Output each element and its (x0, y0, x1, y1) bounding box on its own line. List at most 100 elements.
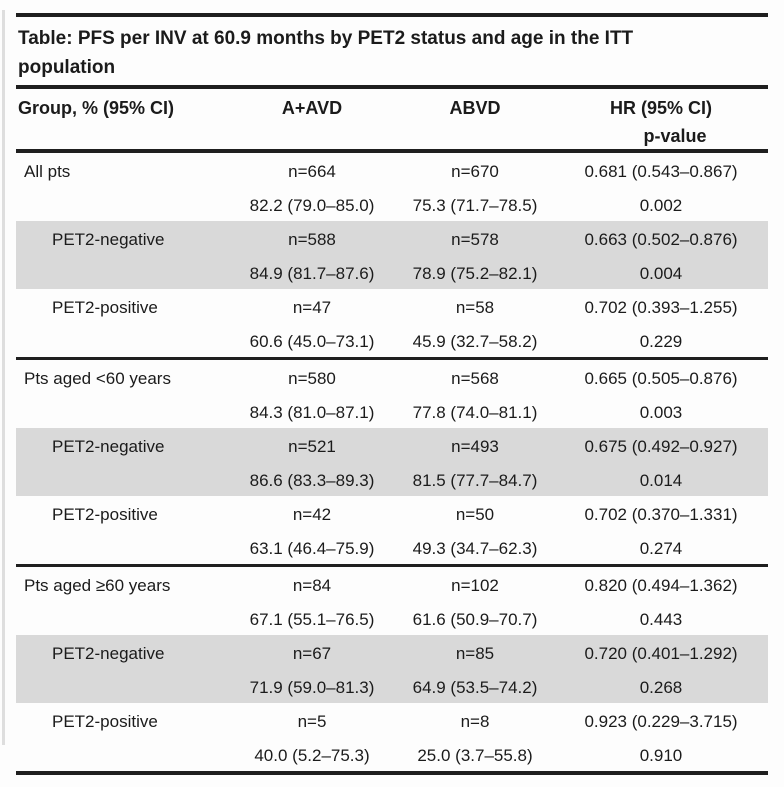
group-cell: PET2-negative (16, 428, 228, 465)
hr-pvalue-cell: 0.665 (0.505–0.876) 0.003 (554, 360, 768, 428)
group-cell: PET2-positive (16, 703, 228, 740)
group-cell: Pts aged <60 years (16, 360, 228, 397)
a-avd-n: n=67 (292, 644, 332, 663)
abvd-pct-ci: 49.3 (34.7–62.3) (412, 539, 538, 558)
a-avd-pct-ci: 63.1 (46.4–75.9) (249, 539, 375, 558)
bottom-rule (16, 771, 768, 775)
table-header-row: Group, % (95% CI) A+AVD ABVD HR (95% CI)… (16, 89, 768, 149)
table-body: All pts n=664 82.2 (79.0–85.0) n=670 75.… (16, 153, 768, 771)
p-value: 0.910 (639, 746, 683, 765)
a-avd-pct-ci: 71.9 (59.0–81.3) (249, 678, 375, 697)
hr-ci-value: 0.720 (0.401–1.292) (584, 644, 738, 663)
title-rule (16, 85, 768, 89)
group-label: PET2-negative (52, 230, 165, 249)
hr-pvalue-cell: 0.663 (0.502–0.876) 0.004 (554, 221, 768, 289)
table-row: PET2-negative n=521 86.6 (83.3–89.3) n=4… (16, 428, 768, 496)
a-avd-n: n=84 (292, 576, 332, 595)
abvd-n: n=493 (451, 437, 499, 456)
column-header-hr: HR (95% CI) (609, 98, 712, 118)
hr-ci-value: 0.681 (0.543–0.867) (584, 162, 738, 181)
table-row: Pts aged <60 years n=580 84.3 (81.0–87.1… (16, 360, 768, 428)
a-avd-cell: n=580 84.3 (81.0–87.1) (228, 360, 396, 428)
abvd-pct-ci: 25.0 (3.7–55.8) (417, 746, 533, 765)
p-value: 0.002 (639, 196, 683, 215)
abvd-cell: n=58 45.9 (32.7–58.2) (396, 289, 554, 357)
scan-edge-artifact (2, 10, 5, 745)
table-row: PET2-positive n=47 60.6 (45.0–73.1) n=58… (16, 289, 768, 357)
a-avd-pct-ci: 86.6 (83.3–89.3) (249, 471, 375, 490)
hr-pvalue-cell: 0.720 (0.401–1.292) 0.268 (554, 635, 768, 703)
abvd-pct-ci: 45.9 (32.7–58.2) (412, 332, 538, 351)
table-row: PET2-positive n=5 40.0 (5.2–75.3) n=8 25… (16, 703, 768, 771)
group-label: Pts aged <60 years (24, 369, 171, 388)
abvd-cell: n=568 77.8 (74.0–81.1) (396, 360, 554, 428)
p-value: 0.268 (639, 678, 683, 697)
header-rule (16, 149, 768, 153)
abvd-pct-ci: 64.9 (53.5–74.2) (412, 678, 538, 697)
table-row: PET2-negative n=67 71.9 (59.0–81.3) n=85… (16, 635, 768, 703)
hr-ci-value: 0.675 (0.492–0.927) (584, 437, 738, 456)
hr-pvalue-cell: 0.681 (0.543–0.867) 0.002 (554, 153, 768, 221)
group-cell: PET2-negative (16, 221, 228, 258)
hr-ci-value: 0.923 (0.229–3.715) (584, 712, 738, 731)
table-row: Pts aged ≥60 years n=84 67.1 (55.1–76.5)… (16, 567, 768, 635)
a-avd-n: n=521 (288, 437, 336, 456)
abvd-n: n=578 (451, 230, 499, 249)
p-value: 0.003 (639, 403, 683, 422)
a-avd-pct-ci: 40.0 (5.2–75.3) (254, 746, 370, 765)
table-title-line1: Table: PFS per INV at 60.9 months by PET… (18, 28, 634, 49)
abvd-pct-ci: 61.6 (50.9–70.7) (412, 610, 538, 629)
hr-ci-value: 0.702 (0.370–1.331) (584, 505, 738, 524)
a-avd-n: n=588 (288, 230, 336, 249)
section-divider (16, 564, 768, 567)
table-title-line2: population (18, 57, 116, 78)
a-avd-pct-ci: 84.9 (81.7–87.6) (249, 264, 375, 283)
a-avd-pct-ci: 67.1 (55.1–76.5) (249, 610, 375, 629)
group-label: PET2-positive (52, 712, 158, 731)
table-row: PET2-negative n=588 84.9 (81.7–87.6) n=5… (16, 221, 768, 289)
a-avd-n: n=47 (292, 298, 332, 317)
column-header-pvalue: p-value (643, 126, 707, 146)
a-avd-n: n=580 (288, 369, 336, 388)
abvd-cell: n=493 81.5 (77.7–84.7) (396, 428, 554, 496)
abvd-cell: n=102 61.6 (50.9–70.7) (396, 567, 554, 635)
group-label: PET2-negative (52, 437, 165, 456)
a-avd-cell: n=5 40.0 (5.2–75.3) (228, 703, 396, 771)
column-header-hr-pvalue: HR (95% CI) p-value (554, 94, 768, 150)
a-avd-cell: n=47 60.6 (45.0–73.1) (228, 289, 396, 357)
hr-pvalue-cell: 0.675 (0.492–0.927) 0.014 (554, 428, 768, 496)
abvd-n: n=8 (460, 712, 490, 731)
p-value: 0.443 (639, 610, 683, 629)
a-avd-pct-ci: 82.2 (79.0–85.0) (249, 196, 375, 215)
group-label: PET2-positive (52, 505, 158, 524)
a-avd-n: n=664 (288, 162, 336, 181)
hr-pvalue-cell: 0.820 (0.494–1.362) 0.443 (554, 567, 768, 635)
abvd-pct-ci: 77.8 (74.0–81.1) (412, 403, 538, 422)
a-avd-n: n=42 (292, 505, 332, 524)
p-value: 0.014 (639, 471, 683, 490)
a-avd-pct-ci: 84.3 (81.0–87.1) (249, 403, 375, 422)
group-cell: All pts (16, 153, 228, 190)
abvd-pct-ci: 78.9 (75.2–82.1) (412, 264, 538, 283)
a-avd-cell: n=84 67.1 (55.1–76.5) (228, 567, 396, 635)
abvd-n: n=85 (455, 644, 495, 663)
abvd-n: n=58 (455, 298, 495, 317)
a-avd-cell: n=588 84.9 (81.7–87.6) (228, 221, 396, 289)
column-header-abvd: ABVD (449, 98, 501, 118)
table-title: Table: PFS per INV at 60.9 months by PET… (16, 17, 768, 85)
group-cell: PET2-positive (16, 289, 228, 326)
p-value: 0.004 (639, 264, 683, 283)
a-avd-pct-ci: 60.6 (45.0–73.1) (249, 332, 375, 351)
abvd-cell: n=578 78.9 (75.2–82.1) (396, 221, 554, 289)
abvd-n: n=102 (451, 576, 499, 595)
a-avd-cell: n=42 63.1 (46.4–75.9) (228, 496, 396, 564)
a-avd-cell: n=664 82.2 (79.0–85.0) (228, 153, 396, 221)
abvd-cell: n=50 49.3 (34.7–62.3) (396, 496, 554, 564)
table-row: PET2-positive n=42 63.1 (46.4–75.9) n=50… (16, 496, 768, 564)
group-cell: Pts aged ≥60 years (16, 567, 228, 604)
hr-pvalue-cell: 0.923 (0.229–3.715) 0.910 (554, 703, 768, 771)
group-label: Pts aged ≥60 years (24, 576, 171, 595)
abvd-cell: n=670 75.3 (71.7–78.5) (396, 153, 554, 221)
abvd-n: n=50 (455, 505, 495, 524)
